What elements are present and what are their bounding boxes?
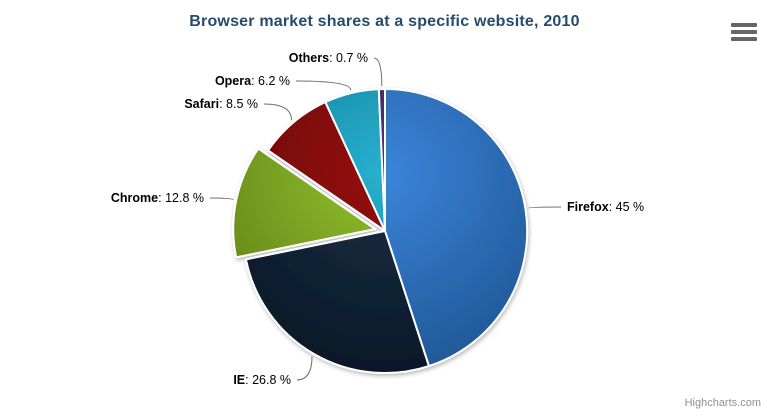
data-label-opera: Opera: 6.2 % (215, 74, 290, 88)
pie-slices-group (232, 87, 529, 375)
chart-title: Browser market shares at a specific webs… (189, 13, 580, 30)
pie-slice-chrome[interactable] (232, 147, 377, 259)
data-labels-group: Firefox: 45 % IE: 26.8 % Chrome: 12.8 % Saf… (111, 51, 644, 387)
context-menu-button[interactable] (731, 23, 757, 41)
pie-slice-others[interactable] (377, 87, 386, 232)
hamburger-icon (731, 30, 757, 34)
data-label-others: Others: 0.7 % (289, 51, 368, 65)
pie-slice-firefox[interactable] (384, 88, 529, 368)
hamburger-icon (731, 37, 757, 41)
data-label-firefox: Firefox: 45 % (567, 200, 644, 214)
pie-slice-ie[interactable] (244, 230, 430, 375)
data-label-chrome: Chrome: 12.8 % (111, 191, 204, 205)
label-connector-safari (263, 103, 292, 121)
label-connector-firefox (527, 206, 562, 209)
data-label-ie: IE: 26.8 % (233, 373, 291, 387)
label-connectors-group (209, 57, 562, 381)
label-connector-ie (296, 356, 313, 381)
hamburger-icon (731, 23, 757, 27)
label-connector-opera (295, 80, 352, 91)
label-connector-chrome (209, 197, 234, 201)
label-connector-others (373, 57, 383, 87)
data-label-safari: Safari: 8.5 % (184, 97, 258, 111)
highcharts-credits[interactable]: Highcharts.com (684, 397, 761, 409)
